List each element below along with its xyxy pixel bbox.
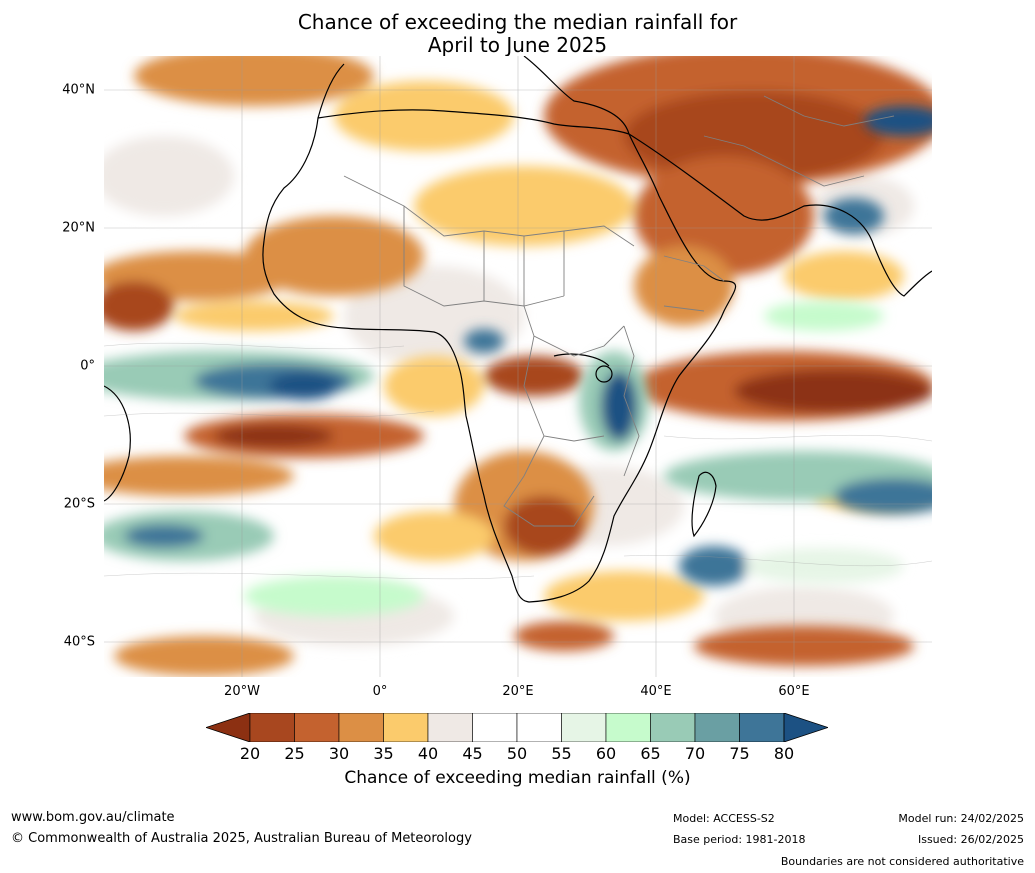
colorbar-cell	[605, 713, 651, 742]
colorbar-label: Chance of exceeding median rainfall (%)	[344, 768, 691, 788]
lat-label-40s: 40°S	[63, 634, 95, 650]
colorbar	[206, 713, 828, 742]
colorbar-cell	[472, 713, 518, 742]
colorbar-cell	[516, 713, 562, 742]
dry-anomaly-regions	[104, 56, 932, 676]
lon-label-20e: 20°E	[502, 684, 534, 699]
coastlines	[104, 56, 932, 603]
lon-label-60e: 60°E	[778, 684, 810, 699]
colorbar-cell	[650, 713, 696, 742]
colorbar-cell	[739, 713, 785, 742]
footer-disclaimer: Boundaries are not considered authoritat…	[780, 855, 1024, 868]
map-title-line2: April to June 2025	[427, 33, 608, 57]
footer-copyright: © Commonwealth of Australia 2025, Austra…	[11, 831, 472, 846]
lon-label-0: 0°	[372, 684, 388, 699]
map-title-line1: Chance of exceeding the median rainfall …	[297, 10, 738, 34]
colorbar-tick-label: 70	[684, 744, 706, 763]
colorbar-tick-label: 45	[462, 744, 483, 763]
colorbar-cell	[249, 713, 295, 742]
colorbar-cell	[338, 713, 384, 742]
colorbar-tick-label: 60	[595, 744, 617, 763]
colorbar-cell	[427, 713, 473, 742]
colorbar-tick-label: 20	[239, 744, 261, 763]
colorbar-tick-label: 25	[284, 744, 305, 763]
lat-label-20n: 20°N	[62, 220, 95, 236]
colorbar-tick-label: 30	[328, 744, 350, 763]
lat-label-0: 0°	[80, 358, 95, 374]
colorbar-cell	[694, 713, 740, 742]
lon-label-20w: 20°W	[224, 684, 260, 699]
colorbar-extend-high	[783, 713, 828, 742]
lat-label-20s: 20°S	[63, 496, 95, 512]
footer-base-period: Base period: 1981-2018	[673, 833, 806, 846]
colorbar-tick-label: 40	[417, 744, 439, 763]
rainfall-map	[104, 56, 932, 677]
colorbar-cell	[294, 713, 340, 742]
colorbar-tick-label: 50	[506, 744, 528, 763]
colorbar-tick-label: 35	[373, 744, 394, 763]
colorbar-cell	[561, 713, 607, 742]
lon-label-40e: 40°E	[640, 684, 672, 699]
colorbar-tick-label: 80	[773, 744, 795, 763]
colorbar-tick-label: 65	[640, 744, 661, 763]
footer-url: www.bom.gov.au/climate	[11, 810, 175, 825]
colorbar-extend-low	[206, 713, 251, 742]
footer-model-run: Model run: 24/02/2025	[898, 812, 1024, 825]
colorbar-tick-label: 75	[729, 744, 750, 763]
contour-lines	[104, 342, 932, 580]
wet-anomaly-regions	[104, 106, 932, 616]
footer-issued: Issued: 26/02/2025	[917, 833, 1024, 846]
lat-label-40n: 40°N	[62, 82, 95, 98]
footer-model: Model: ACCESS-S2	[673, 812, 775, 825]
country-borders	[343, 95, 895, 527]
colorbar-tick-label: 55	[551, 744, 572, 763]
colorbar-cell	[383, 713, 429, 742]
